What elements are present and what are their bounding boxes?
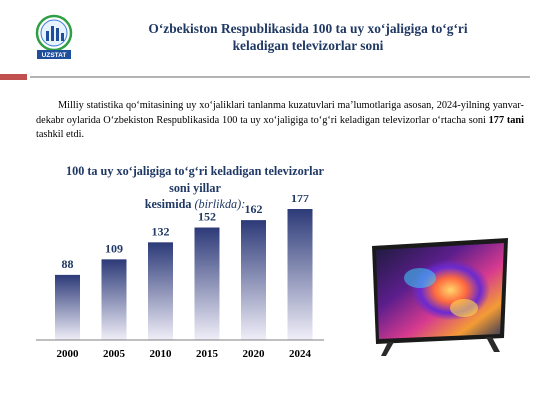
- bar-2000: [55, 274, 80, 340]
- summary-text-after: tashkil etdi.: [36, 129, 85, 140]
- bar-2005: [101, 259, 127, 340]
- accent-divider: [0, 74, 27, 80]
- chart-title-line2: kesimida: [144, 197, 192, 211]
- bar-2015: [194, 227, 220, 340]
- chart-title: 100 ta uy xo‘jaligiga to‘g‘ri keladigan …: [60, 163, 330, 213]
- value-label-2020: 162: [245, 202, 263, 216]
- header-divider: [30, 76, 530, 78]
- bar-2010: [148, 242, 173, 340]
- category-label-2000: 2000: [57, 348, 80, 360]
- page-title: O‘zbekiston Respublikasida 100 ta uy xo‘…: [92, 20, 524, 54]
- logo-text: UZSTAT: [42, 52, 67, 59]
- category-label-2005: 2005: [103, 348, 126, 360]
- bar-2024: [287, 209, 313, 340]
- summary-text-before: Milliy statistika qo‘mitasining uy xo‘ja…: [36, 100, 524, 126]
- value-label-2005: 109: [105, 241, 123, 255]
- value-label-2010: 132: [152, 224, 170, 238]
- summary-paragraph: Milliy statistika qo‘mitasining uy xo‘ja…: [36, 99, 524, 143]
- chart-unit: (birlikda):: [194, 197, 246, 211]
- chart-title-line1: 100 ta uy xo‘jaligiga to‘g‘ri keladigan …: [66, 164, 324, 195]
- value-label-2015: 152: [198, 210, 216, 224]
- value-label-2024: 177: [291, 195, 309, 205]
- category-label-2024: 2024: [289, 348, 312, 360]
- category-label-2020: 2020: [243, 348, 266, 360]
- television-icon: [372, 238, 508, 356]
- category-label-2015: 2015: [196, 348, 219, 360]
- bar-2020: [241, 220, 266, 340]
- bar-chart: 88 2000 109 2005 132 2010 152 2015 162 2020 177 202…: [36, 195, 324, 360]
- page-title-line2: keladigan televizorlar soni: [232, 38, 384, 53]
- category-label-2010: 2010: [150, 348, 173, 360]
- summary-highlight-value: 177 tani: [488, 114, 525, 126]
- page-title-line1: O‘zbekiston Respublikasida 100 ta uy xo‘…: [148, 21, 468, 36]
- value-label-2000: 88: [62, 257, 74, 271]
- uzstat-logo-icon: UZSTAT: [35, 14, 73, 59]
